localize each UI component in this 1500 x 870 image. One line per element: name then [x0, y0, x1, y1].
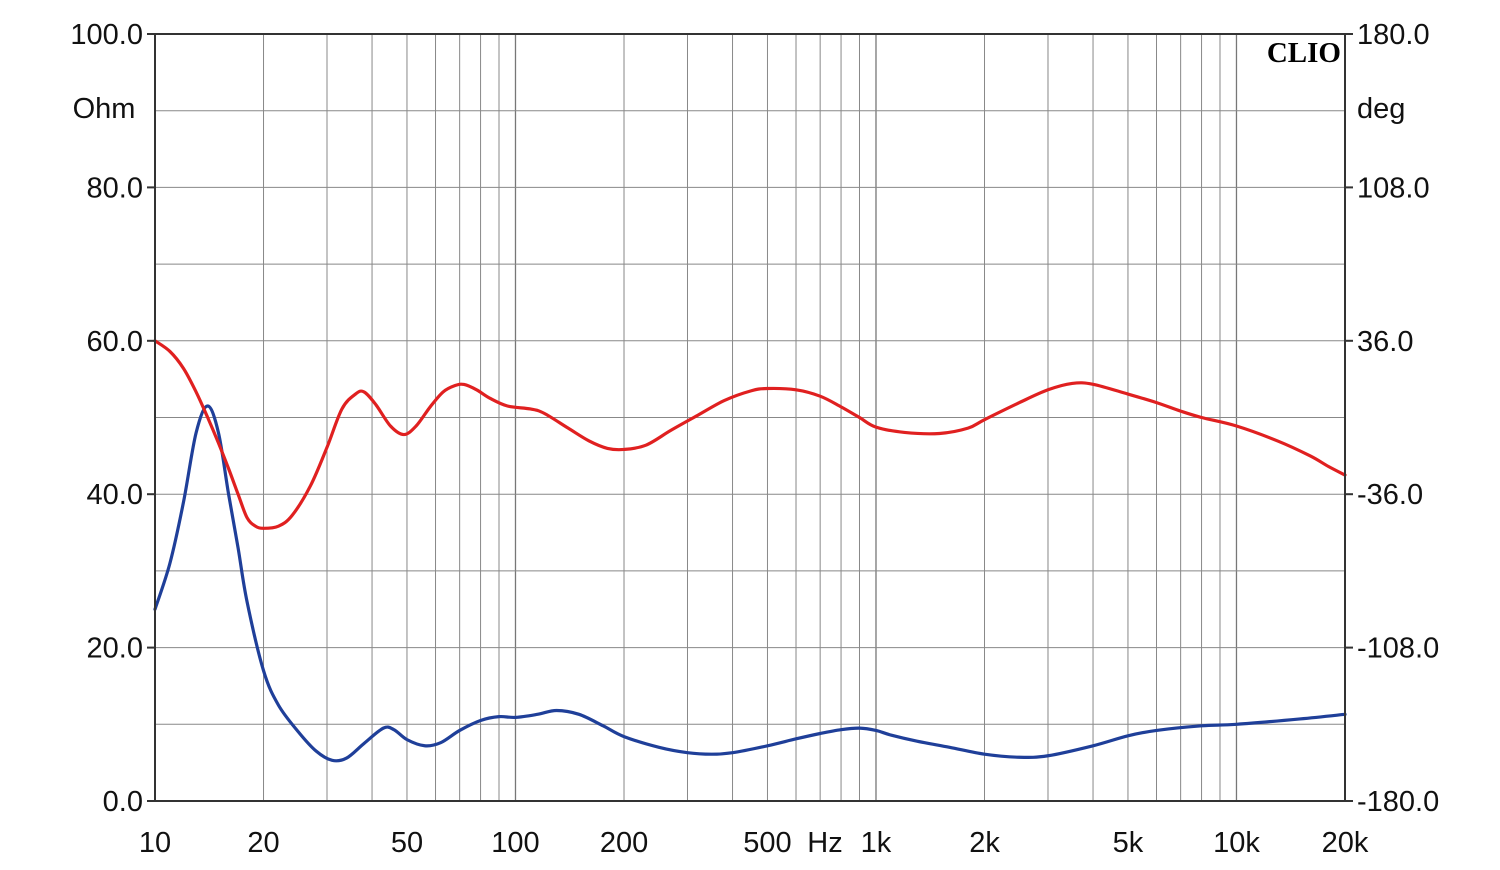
impedance-series-line [153, 404, 1347, 763]
x-tick-label: 50 [391, 827, 423, 859]
left-tick-label: 20.0 [87, 633, 143, 665]
right-tick-label: -108.0 [1357, 633, 1439, 665]
right-tick-label: 36.0 [1357, 326, 1413, 358]
right-axis-unit: deg [1357, 93, 1405, 125]
left-y-axis: 0.0 20.0 40.0 60.0 80.0 100.0 [70, 19, 155, 818]
right-tick-label: 180.0 [1357, 19, 1430, 51]
x-axis-unit: Hz [807, 827, 842, 859]
plot-frame [154, 33, 1346, 802]
clio-logo-text: CLIO [1267, 37, 1341, 69]
x-tick-label: 20 [247, 827, 279, 859]
x-tick-label: 20k [1322, 827, 1369, 859]
x-tick-label: 10 [139, 827, 171, 859]
left-tick-label: 40.0 [87, 479, 143, 511]
series-layer [153, 339, 1347, 763]
left-tick-label: 100.0 [70, 19, 143, 51]
right-tick-label: -36.0 [1357, 479, 1423, 511]
x-tick-label: 2k [969, 827, 1000, 859]
x-tick-label: 100 [491, 827, 539, 859]
left-tick-label: 60.0 [87, 326, 143, 358]
right-tick-label: 108.0 [1357, 172, 1430, 204]
phase-series-line [153, 339, 1347, 530]
grid [155, 34, 1345, 801]
right-tick-label: -180.0 [1357, 786, 1439, 818]
x-tick-label: 10k [1213, 827, 1260, 859]
x-axis: 10 20 50 100 200 500 1k 2k 5k 10k 20k [139, 827, 1369, 859]
right-y-axis: -180.0 -108.0 -36.0 36.0 108.0 180.0 [1345, 19, 1439, 818]
left-tick-label: 80.0 [87, 172, 143, 204]
x-tick-label: 1k [861, 827, 892, 859]
x-tick-label: 200 [600, 827, 648, 859]
x-tick-label: 5k [1113, 827, 1144, 859]
x-tick-label: 500 [743, 827, 791, 859]
left-axis-unit: Ohm [73, 93, 136, 125]
left-tick-label: 0.0 [103, 786, 143, 818]
